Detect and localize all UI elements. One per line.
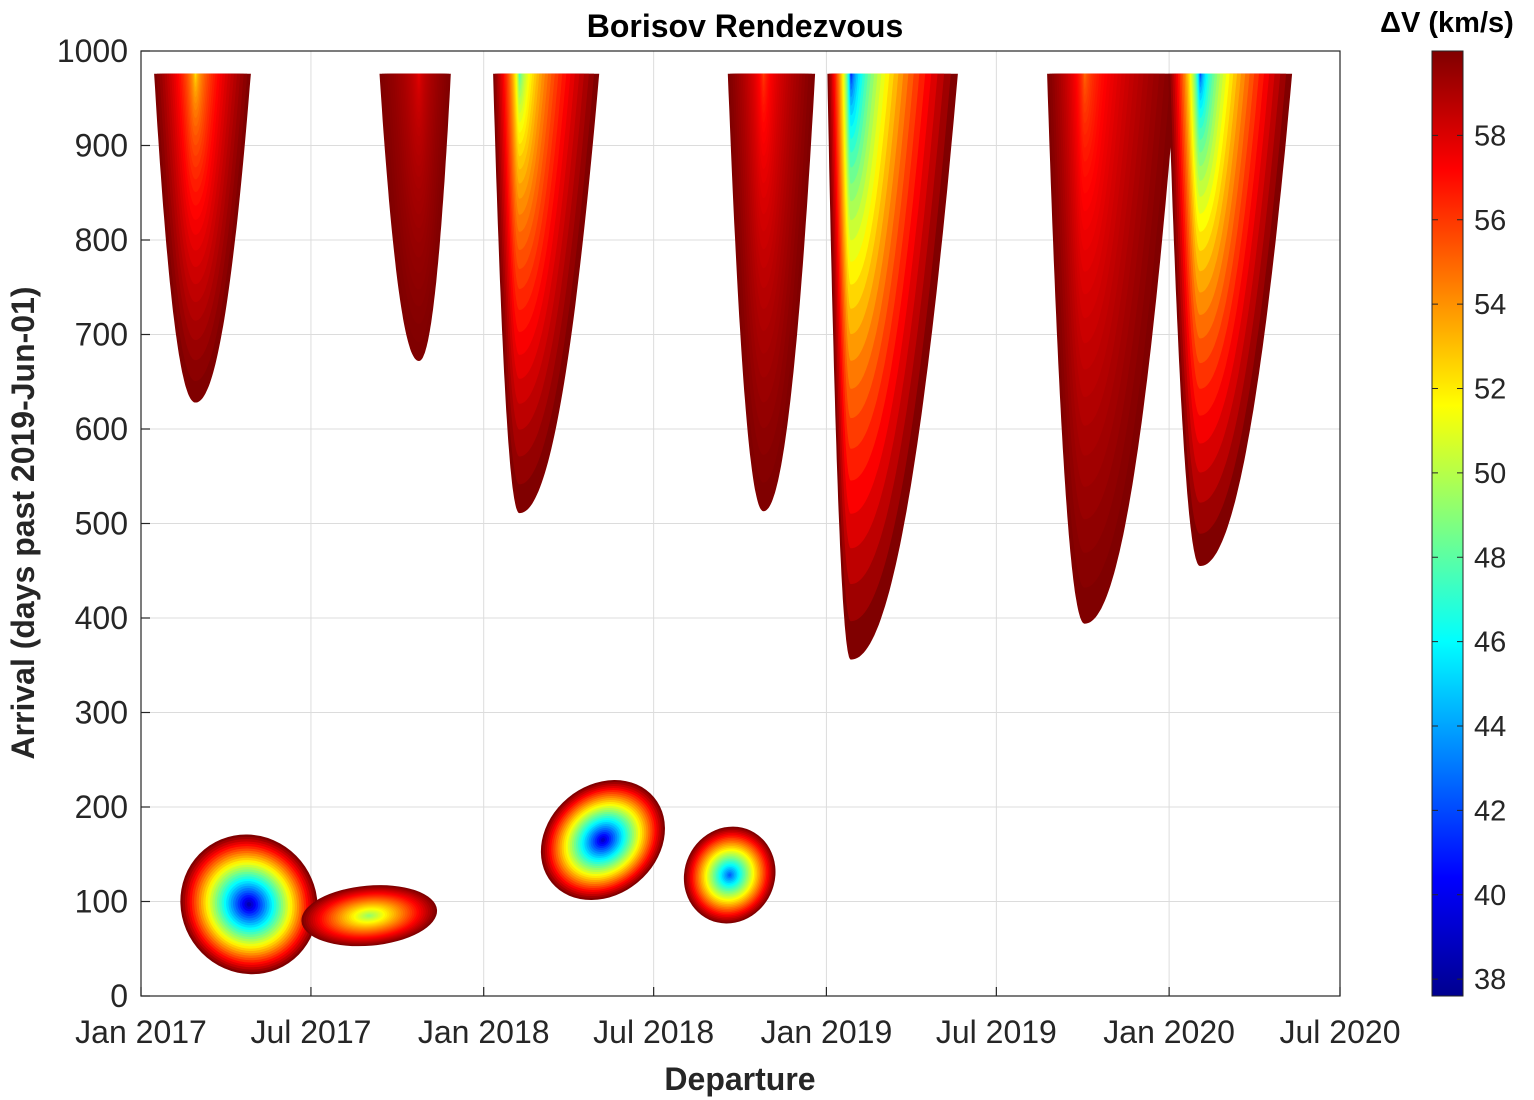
chart-title: Borisov Rendezvous <box>587 8 904 44</box>
colorbar-tick-label: 56 <box>1474 205 1506 237</box>
y-tick-label: 1000 <box>57 33 128 69</box>
colorbar-tick-label: 58 <box>1474 120 1506 152</box>
colorbar-title: ΔV (km/s) <box>1380 7 1514 39</box>
y-tick-label: 800 <box>75 222 128 258</box>
x-tick-label: Jan 2019 <box>761 1014 893 1050</box>
contour-band <box>1084 73 1085 77</box>
colorbar-tick-label: 52 <box>1474 374 1506 406</box>
colorbar-gradient <box>1431 50 1464 997</box>
y-tick-label: 700 <box>75 317 128 353</box>
x-tick-label: Jan 2017 <box>75 1014 207 1050</box>
transfer-window-region <box>827 73 958 660</box>
colorbar-tick-label: 44 <box>1474 711 1506 743</box>
colorbar: 38 40 42 44 46 48 50 52 54 56 58 ΔV (km/s) <box>1380 7 1514 997</box>
transfer-window-region <box>154 73 251 403</box>
y-tick-label: 100 <box>75 884 128 920</box>
delta-v-field <box>154 73 1293 975</box>
contour-band <box>763 73 764 79</box>
transfer-window-region <box>1168 73 1293 566</box>
contour-band <box>1200 73 1201 76</box>
transfer-lobe-region <box>180 834 318 975</box>
transfer-window-region <box>379 73 451 361</box>
axis-ticks <box>140 50 1341 997</box>
x-tick-label: Jan 2020 <box>1103 1014 1235 1050</box>
x-axis-title: Departure <box>664 1061 815 1097</box>
y-tick-label: 200 <box>75 789 128 825</box>
colorbar-tick-label: 50 <box>1474 458 1506 490</box>
y-tick-label: 500 <box>75 506 128 542</box>
y-axis-title: Arrival (days past 2019-Jun-01) <box>5 286 41 759</box>
colorbar-tick-label: 38 <box>1474 964 1506 996</box>
transfer-window-region <box>493 73 600 514</box>
contour-band <box>195 73 196 77</box>
x-tick-labels: Jan 2017 Jul 2017 Jan 2018 Jul 2018 Jan 2019… <box>75 1014 1400 1050</box>
y-tick-label: 900 <box>75 128 128 164</box>
y-tick-label: 600 <box>75 411 128 447</box>
colorbar-tick-label: 46 <box>1474 627 1506 659</box>
colorbar-tick-label: 54 <box>1474 289 1506 321</box>
contour-band <box>248 904 250 905</box>
x-tick-label: Jul 2018 <box>593 1014 714 1050</box>
transfer-lobe-region <box>683 826 776 924</box>
x-tick-label: Jul 2019 <box>936 1014 1057 1050</box>
transfer-lobe-region <box>540 780 665 901</box>
colorbar-tick-label: 42 <box>1474 795 1506 827</box>
transfer-window-region <box>727 73 816 512</box>
x-tick-label: Jul 2020 <box>1280 1014 1401 1050</box>
colorbar-ticks: 38 40 42 44 46 48 50 52 54 56 58 <box>1432 120 1506 996</box>
colorbar-tick-label: 40 <box>1474 880 1506 912</box>
transfer-lobe-region <box>301 885 438 947</box>
y-tick-label: 400 <box>75 600 128 636</box>
y-tick-labels: 0 100 200 300 400 500 600 700 800 900 1000 <box>57 33 128 1014</box>
y-tick-label: 300 <box>75 695 128 731</box>
contour-band <box>602 839 604 841</box>
colorbar-tick-label: 48 <box>1474 542 1506 574</box>
x-tick-label: Jul 2017 <box>250 1014 371 1050</box>
contour-band <box>850 73 852 77</box>
y-tick-label: 0 <box>110 978 128 1014</box>
transfer-window-region <box>1047 73 1177 624</box>
x-tick-label: Jan 2018 <box>418 1014 550 1050</box>
contour-band <box>418 73 420 77</box>
